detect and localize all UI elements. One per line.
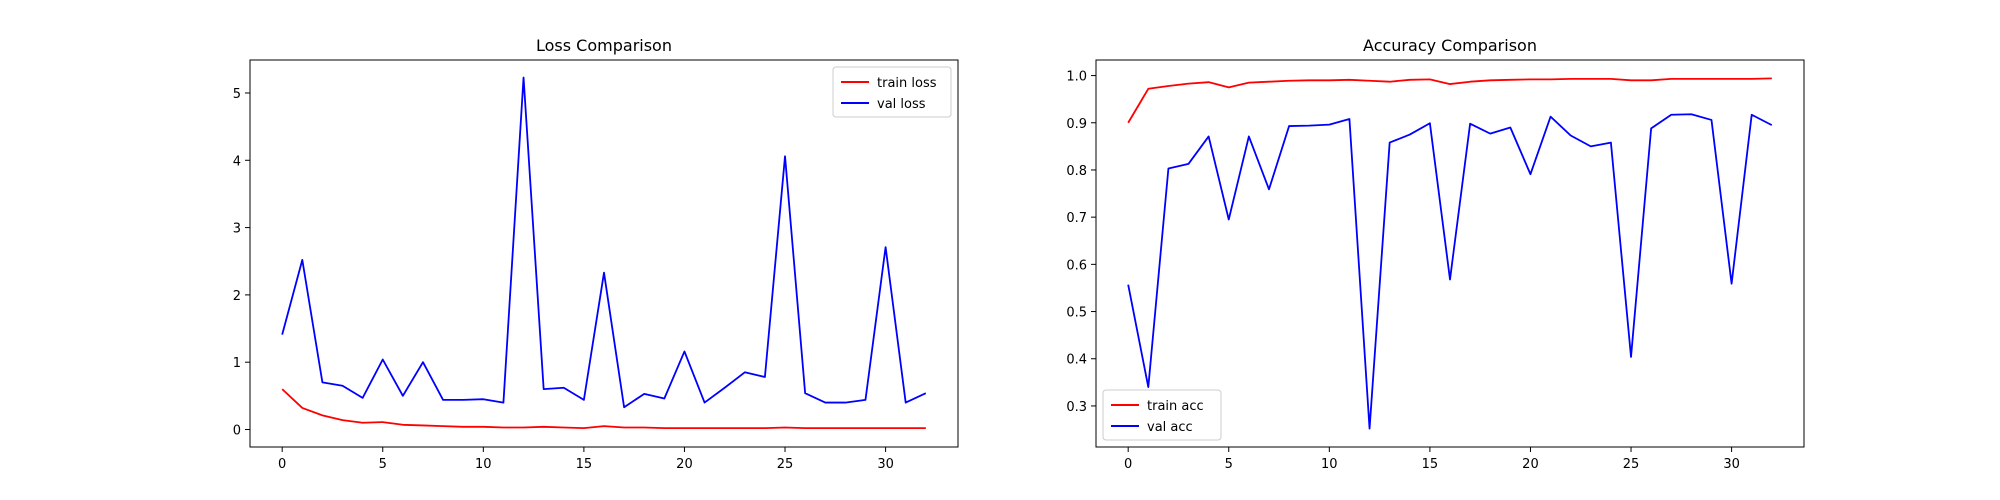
- accuracy-y-tick-label: 0.3: [1066, 400, 1087, 415]
- loss-series-val-loss-line: [281, 76, 927, 409]
- accuracy-y-tick-label: 0.8: [1066, 164, 1087, 179]
- loss-chart: Loss Comparison 0 5 10 15 20 25 30 0 1 2 3 4 5 train l…: [233, 36, 959, 472]
- loss-axes-frame: [249, 59, 959, 448]
- loss-x-tick-label: 15: [576, 457, 593, 472]
- loss-chart-title: Loss Comparison: [536, 36, 672, 55]
- accuracy-series-train-acc-line: [1127, 77, 1772, 124]
- accuracy-y-tick-label: 0.7: [1066, 211, 1087, 226]
- loss-legend-box: [832, 66, 952, 118]
- accuracy-x-tick-label: 30: [1723, 457, 1740, 472]
- accuracy-x-tick-label: 25: [1623, 457, 1640, 472]
- accuracy-y-tick-label: 0.9: [1066, 117, 1087, 132]
- accuracy-chart: Accuracy Comparison 0 5 10 15 20 25 30 0.3 0.4 0.5…: [1066, 36, 1805, 472]
- accuracy-x-tick-label: 15: [1422, 457, 1439, 472]
- loss-x-tick-label: 30: [877, 457, 894, 472]
- accuracy-x-tick-label: 10: [1321, 457, 1338, 472]
- accuracy-x-tick-label: 5: [1225, 457, 1233, 472]
- loss-y-tick-label: 5: [233, 87, 241, 102]
- loss-series-train-loss-line: [281, 388, 926, 430]
- accuracy-x-tick-label: 20: [1522, 457, 1539, 472]
- accuracy-series-val-acc-line: [1127, 113, 1773, 430]
- loss-x-tick-label: 5: [379, 457, 387, 472]
- loss-legend-label: val loss: [877, 97, 926, 112]
- loss-x-tick-label: 10: [475, 457, 492, 472]
- accuracy-x-tick-label: 0: [1124, 457, 1132, 472]
- accuracy-axes-frame: [1095, 59, 1805, 448]
- loss-y-tick-label: 3: [233, 222, 241, 237]
- loss-x-tick-label: 0: [278, 457, 286, 472]
- accuracy-y-tick-label: 0.6: [1066, 258, 1087, 273]
- accuracy-legend: train acc val acc: [1102, 389, 1222, 441]
- accuracy-legend-label: val acc: [1147, 420, 1193, 435]
- loss-y-tick-label: 1: [233, 356, 241, 371]
- accuracy-legend-label: train acc: [1147, 399, 1204, 414]
- loss-legend: train loss val loss: [832, 66, 952, 118]
- accuracy-y-tick-label: 0.5: [1066, 306, 1087, 321]
- loss-y-tick-label: 4: [233, 154, 241, 169]
- accuracy-chart-title: Accuracy Comparison: [1363, 36, 1537, 55]
- accuracy-y-tick-label: 0.4: [1066, 353, 1087, 368]
- accuracy-y-tick-label: 1.0: [1066, 70, 1087, 85]
- loss-x-tick-label: 20: [676, 457, 693, 472]
- loss-y-tick-label: 2: [233, 289, 241, 304]
- accuracy-legend-box: [1102, 389, 1222, 441]
- loss-legend-label: train loss: [877, 76, 937, 91]
- loss-x-tick-label: 25: [777, 457, 794, 472]
- loss-y-tick-label: 0: [233, 424, 241, 439]
